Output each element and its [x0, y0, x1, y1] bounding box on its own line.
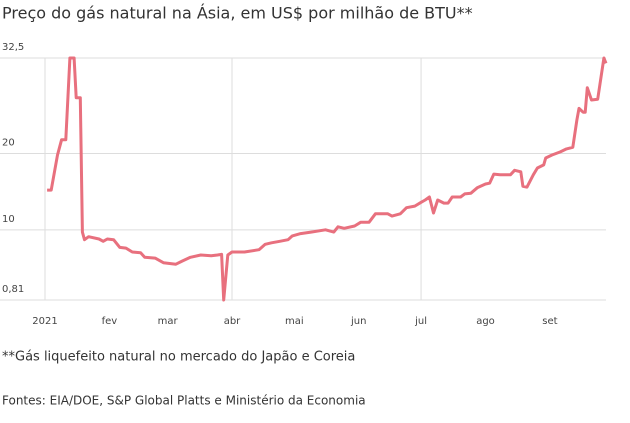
y-tick-label: 10: [2, 214, 15, 225]
x-tick-label: set: [542, 316, 557, 327]
x-tick-label: abr: [224, 316, 241, 327]
x-tick-label: 2021: [32, 316, 57, 327]
x-tick-label: fev: [102, 316, 118, 327]
y-tick-label: 32,5: [2, 42, 24, 53]
x-tick-label: mar: [158, 316, 179, 327]
y-tick-label: 0,81: [2, 284, 24, 295]
line: [47, 56, 608, 302]
x-tick-label: mai: [285, 316, 304, 327]
note: **Gás liquefeito natural no mercado do J…: [2, 350, 355, 365]
source: Fontes: EIA/DOE, S&P Global Platts e Min…: [2, 394, 366, 408]
y-tick-label: 20: [2, 137, 15, 148]
chart-title: Preço do gás natural na Ásia, em US$ por…: [2, 4, 473, 23]
x-tick-label: jun: [350, 316, 366, 327]
x-tick-label: jul: [414, 316, 427, 327]
x-tick-label: ago: [476, 316, 495, 327]
